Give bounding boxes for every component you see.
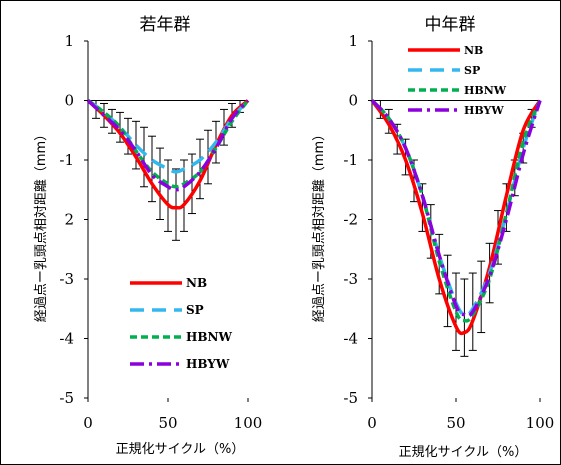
x-tick-label: 50 xyxy=(446,414,465,432)
y-tick-label: -3 xyxy=(343,270,358,288)
series-line-nb xyxy=(370,99,542,336)
x-tick-label: 0 xyxy=(83,414,93,432)
legend-label-hbyw: HBYW xyxy=(464,104,504,117)
x-tick-label: 50 xyxy=(158,414,177,432)
x-axis-label: 正規化サイクル（%） xyxy=(399,445,528,460)
series-line-hbyw xyxy=(86,99,250,192)
y-tick-label: -4 xyxy=(343,330,358,348)
y-tick-label: -5 xyxy=(343,389,358,407)
legend-label-nb: NB xyxy=(464,44,483,57)
y-tick-label: -2 xyxy=(343,211,358,229)
legend-label-sp: SP xyxy=(464,64,480,77)
y-tick-label: -1 xyxy=(59,151,74,169)
legend-label-hbnw: HBNW xyxy=(186,330,232,344)
chart-title: 若年群 xyxy=(140,15,191,35)
chart-middle-aged: 中年群 正規化サイクル（%） 経過点ー乳頭点相対距離（mm） 1 0 -1 -2 -3 -… xyxy=(312,15,554,460)
y-tick-label: 1 xyxy=(348,32,358,50)
chart-young: 若年群 正規化サイクル（%） 経過点ー乳頭点相対距離（mm） 1 0 -1 2 -3 -4… xyxy=(34,15,262,457)
series-line-hbnw xyxy=(86,99,250,189)
y-tick-label: 0 xyxy=(64,92,74,110)
series-line-hbyw xyxy=(370,99,542,318)
x-tick-label: 100 xyxy=(526,414,555,432)
x-tick-label: 0 xyxy=(367,414,377,432)
series-line-sp xyxy=(86,99,250,174)
x-tick-label: 100 xyxy=(234,414,263,432)
y-tick-label: -5 xyxy=(59,389,74,407)
y-tick-label: 2 xyxy=(64,211,74,229)
y-tick-label: -1 xyxy=(343,151,358,169)
y-tick-label: 1 xyxy=(64,32,74,50)
y-tick-label: -3 xyxy=(59,270,74,288)
legend-label-nb: NB xyxy=(186,276,207,290)
chart-title: 中年群 xyxy=(425,15,476,35)
legend-label-hbnw: HBNW xyxy=(464,84,507,97)
y-axis-label: 経過点ー乳頭点相対距離（mm） xyxy=(34,128,49,322)
x-axis-label: 正規化サイクル（%） xyxy=(116,442,245,457)
legend-label-sp: SP xyxy=(186,303,204,317)
y-tick-label: 0 xyxy=(348,92,358,110)
y-tick-label: -4 xyxy=(59,330,74,348)
legend-label-hbyw: HBYW xyxy=(186,357,230,371)
y-axis-label: 経過点ー乳頭点相対距離（mm） xyxy=(312,128,327,322)
